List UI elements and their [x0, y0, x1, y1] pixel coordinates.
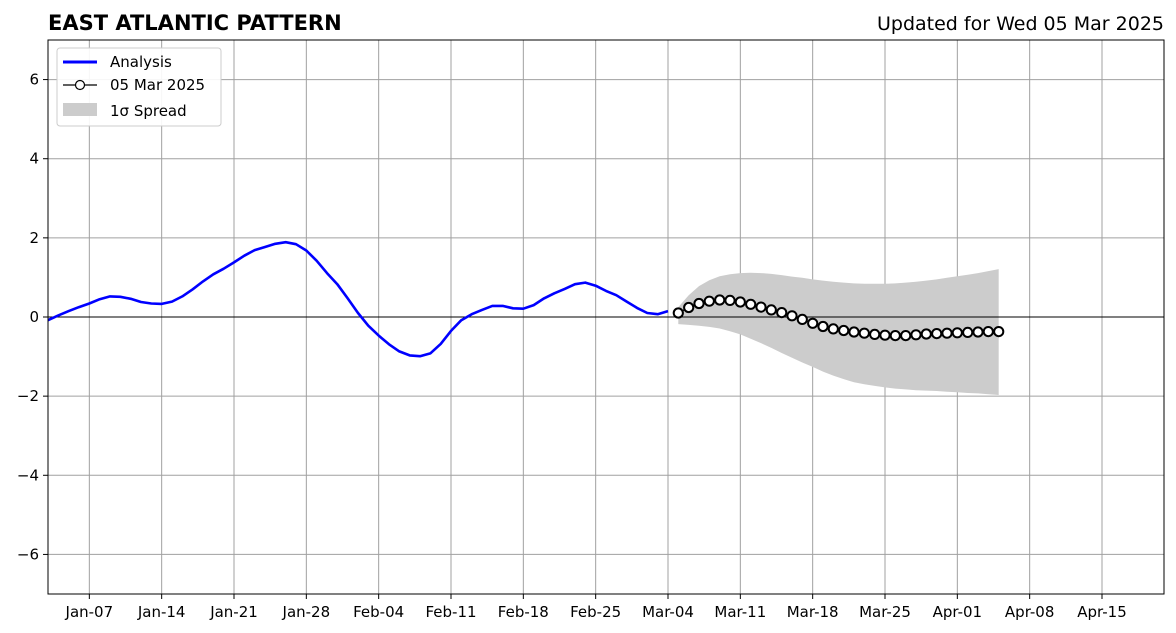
- x-tick-label: Feb-11: [425, 603, 476, 621]
- x-tick-label: Feb-18: [498, 603, 549, 621]
- forecast-point: [683, 301, 695, 314]
- forecast-point: [796, 313, 808, 325]
- legend-forecast-label: 05 Mar 2025: [110, 76, 205, 94]
- forecast-point: [838, 324, 850, 337]
- x-tick-label: Mar-04: [642, 603, 694, 621]
- forecast-point: [900, 330, 912, 342]
- forecast-point: [941, 327, 953, 339]
- forecast-point: [982, 326, 994, 338]
- legend-analysis-label: Analysis: [110, 53, 172, 71]
- forecast-point: [817, 320, 829, 333]
- forecast-point: [745, 298, 757, 310]
- x-tick-label: Apr-15: [1077, 603, 1127, 621]
- y-tick-label: 6: [29, 71, 39, 89]
- x-tick-label: Apr-01: [933, 603, 983, 621]
- x-tick-label: Jan-07: [65, 603, 114, 621]
- forecast-point: [993, 326, 1005, 338]
- x-tick-label: Mar-25: [859, 603, 911, 621]
- forecast-point: [827, 323, 839, 335]
- y-tick-label: −6: [17, 545, 39, 563]
- legend: Analysis 05 Mar 2025 1σ Spread: [56, 47, 222, 127]
- forecast-point: [951, 327, 963, 339]
- y-tick-label: −4: [17, 466, 39, 484]
- chart-subtitle: Updated for Wed 05 Mar 2025: [877, 13, 1164, 35]
- forecast-point: [920, 328, 932, 340]
- forecast-point: [724, 294, 736, 306]
- forecast-point: [693, 297, 705, 310]
- x-tick-label: Jan-14: [137, 603, 186, 621]
- legend-box: [56, 47, 222, 127]
- chart-title: EAST ATLANTIC PATTERN: [48, 11, 342, 35]
- x-tick-label: Mar-11: [714, 603, 766, 621]
- forecast-point: [776, 307, 788, 319]
- x-tick-label: Jan-21: [209, 603, 258, 621]
- x-tick-label: Feb-04: [353, 603, 404, 621]
- y-tick-label: 0: [29, 308, 39, 326]
- legend-forecast-swatch-marker: [74, 79, 86, 91]
- axis-ticks: Jan-07 Jan-14 Jan-21 Jan-28 Feb-04 Feb-11 Feb-…: [17, 71, 1127, 621]
- forecast-point: [879, 329, 891, 341]
- legend-spread-swatch: [63, 103, 97, 116]
- forecast-point: [962, 326, 974, 338]
- forecast-point: [765, 304, 777, 316]
- forecast-point: [848, 326, 860, 338]
- forecast-point: [755, 301, 767, 313]
- forecast-point: [858, 327, 870, 339]
- x-tick-label: Jan-28: [282, 603, 331, 621]
- series-group: [47, 240, 1005, 358]
- forecast-point: [972, 326, 984, 338]
- legend-spread-label: 1σ Spread: [110, 102, 187, 120]
- x-tick-label: Feb-25: [570, 603, 621, 621]
- forecast-point: [931, 328, 943, 340]
- forecast-point: [889, 330, 901, 342]
- forecast-point: [734, 296, 746, 308]
- analysis-line: [47, 240, 669, 358]
- x-tick-label: Mar-18: [787, 603, 839, 621]
- forecast-point: [869, 328, 881, 340]
- forecast-point: [807, 317, 819, 329]
- y-tick-label: −2: [17, 387, 39, 405]
- forecast-point: [672, 307, 684, 319]
- forecast-point: [910, 329, 922, 341]
- forecast-point: [703, 295, 715, 307]
- y-tick-label: 2: [29, 229, 39, 247]
- y-tick-label: 4: [29, 150, 39, 168]
- forecast-point: [786, 310, 798, 322]
- x-tick-label: Apr-08: [1005, 603, 1055, 621]
- forecast-point: [714, 294, 726, 306]
